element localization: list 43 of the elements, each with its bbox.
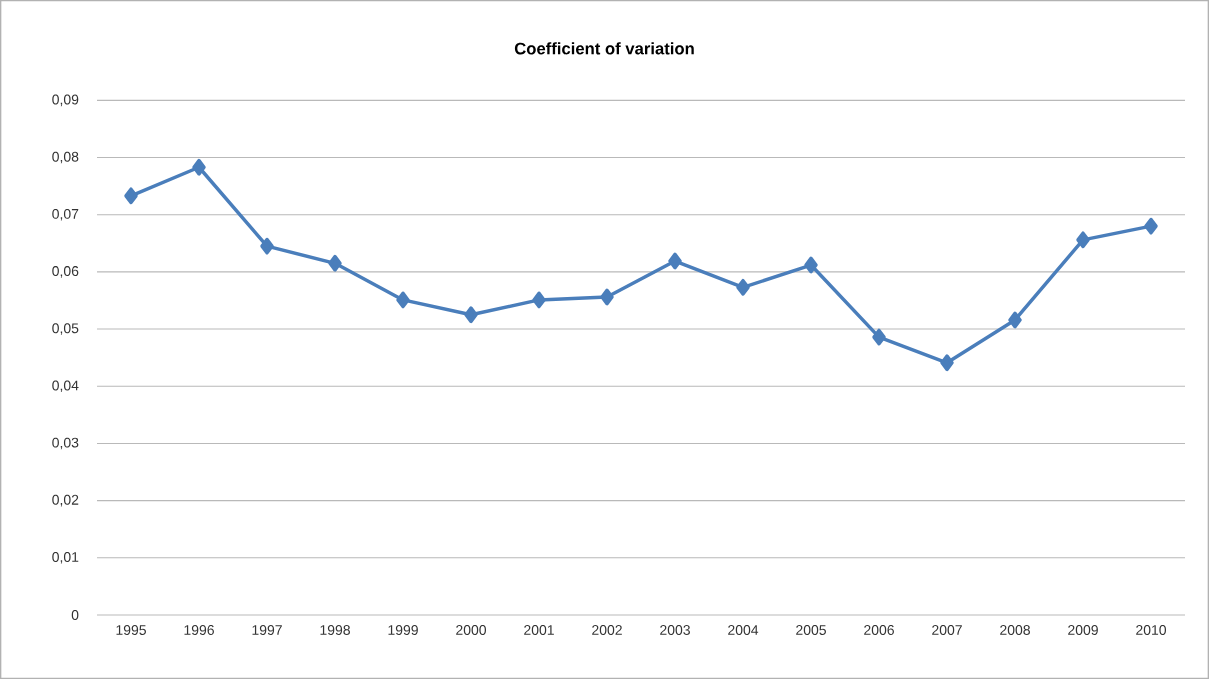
y-tick-label: 0,09	[52, 94, 79, 107]
point	[1008, 311, 1022, 329]
point	[1144, 217, 1158, 235]
point	[872, 328, 886, 346]
point	[600, 288, 614, 306]
x-tick-label: 2001	[524, 625, 554, 635]
point	[260, 237, 274, 255]
point	[124, 187, 138, 205]
x-tick-label: 1997	[252, 625, 282, 635]
point	[940, 354, 954, 372]
point	[532, 291, 546, 309]
x-tick-label: 2008	[1000, 625, 1030, 635]
x-tick-label: 2009	[1068, 625, 1098, 635]
x-tick-label: 2000	[456, 625, 487, 635]
x-tick-label: 2010	[1136, 625, 1167, 635]
y-tick-label: 0,01	[52, 552, 79, 564]
x-tick-label: 1999	[388, 625, 418, 635]
x-tick-label: 2006	[864, 625, 894, 635]
x-tick-label: 1996	[184, 625, 214, 635]
x-tick-label: 2002	[592, 625, 622, 635]
x-tick-label: 1998	[320, 625, 350, 635]
point	[464, 306, 478, 324]
point	[192, 158, 206, 176]
point	[668, 252, 682, 270]
y-tick-label: 0,05	[52, 323, 79, 335]
x-tick-label: 2004	[728, 625, 759, 635]
point	[328, 254, 342, 272]
point	[804, 256, 818, 274]
point	[396, 291, 410, 309]
x-tick-label: 2005	[796, 625, 826, 635]
y-tick-label: 0,08	[52, 151, 79, 164]
chart-title: Coefficient of variation	[514, 42, 694, 55]
x-tick-label: 1995	[116, 625, 146, 635]
y-tick-label: 0	[71, 610, 79, 620]
y-tick-label: 0,02	[52, 494, 79, 507]
y-tick-label: 0,06	[52, 266, 79, 278]
y-tick-label: 0,04	[52, 380, 79, 393]
y-tick-label: 0,03	[52, 437, 79, 450]
x-tick-label: 2007	[932, 625, 962, 635]
y-tick-label: 0,07	[52, 208, 79, 221]
point	[736, 278, 750, 296]
point	[1076, 231, 1090, 249]
x-tick-label: 2003	[660, 625, 690, 635]
